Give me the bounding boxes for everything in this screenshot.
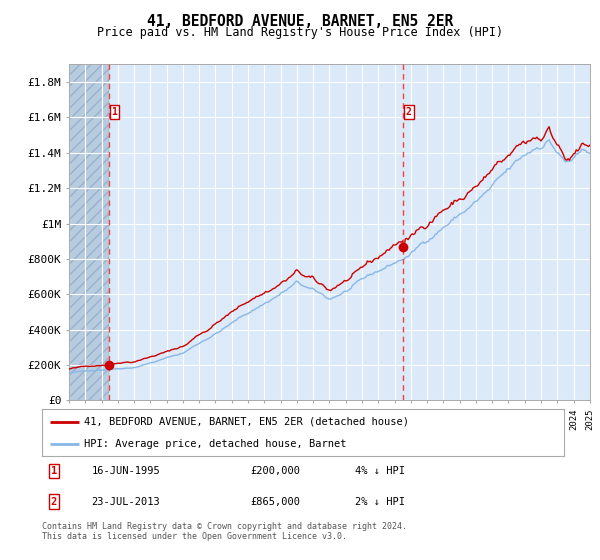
Text: 2: 2 (406, 107, 412, 117)
Text: 1: 1 (51, 466, 57, 476)
Text: £865,000: £865,000 (251, 497, 301, 507)
Text: 2% ↓ HPI: 2% ↓ HPI (355, 497, 405, 507)
Text: Price paid vs. HM Land Registry's House Price Index (HPI): Price paid vs. HM Land Registry's House … (97, 26, 503, 39)
Bar (69, 64, 109, 400)
Text: 41, BEDFORD AVENUE, BARNET, EN5 2ER (detached house): 41, BEDFORD AVENUE, BARNET, EN5 2ER (det… (84, 417, 409, 427)
Text: 4% ↓ HPI: 4% ↓ HPI (355, 466, 405, 476)
Text: 23-JUL-2013: 23-JUL-2013 (92, 497, 160, 507)
Text: 16-JUN-1995: 16-JUN-1995 (92, 466, 160, 476)
Text: HPI: Average price, detached house, Barnet: HPI: Average price, detached house, Barn… (84, 438, 346, 449)
Text: 1: 1 (112, 107, 118, 117)
Text: 41, BEDFORD AVENUE, BARNET, EN5 2ER: 41, BEDFORD AVENUE, BARNET, EN5 2ER (147, 14, 453, 29)
Text: Contains HM Land Registry data © Crown copyright and database right 2024.
This d: Contains HM Land Registry data © Crown c… (42, 522, 407, 542)
Text: 2: 2 (51, 497, 57, 507)
Text: £200,000: £200,000 (251, 466, 301, 476)
